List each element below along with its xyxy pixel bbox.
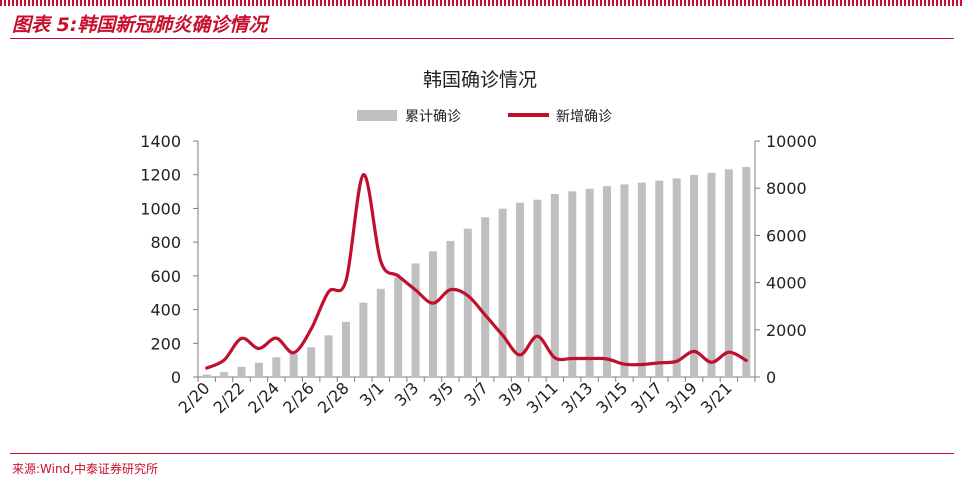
- chart-title: 韩国确诊情况: [423, 69, 537, 91]
- line-series: [205, 173, 748, 370]
- x-tick-label: 3/17: [627, 378, 666, 417]
- left-tick-label: 0: [171, 368, 181, 387]
- bar-cumulative-3-4: [428, 251, 437, 377]
- bar-cumulative-3-2: [394, 277, 403, 377]
- bar-cumulative-3-11: [550, 193, 559, 377]
- bar-cumulative-3-16: [637, 182, 646, 377]
- source-note: 来源:Wind,中泰证券研究所: [12, 462, 159, 476]
- right-tick-label: 8000: [766, 179, 807, 198]
- legend-label-cumulative: 累计确诊: [405, 109, 461, 125]
- bar-cumulative-2-21: [220, 372, 229, 377]
- footer-divider: [10, 453, 954, 454]
- bar-cumulative-2-28: [341, 321, 350, 377]
- header-divider: [10, 38, 954, 39]
- bar-cumulative-3-9: [516, 202, 525, 377]
- bar-cumulative-3-19: [690, 174, 699, 377]
- bar-cumulative-3-15: [620, 184, 629, 377]
- bar-cumulative-3-14: [603, 186, 612, 377]
- left-tick-label: 1200: [140, 166, 181, 185]
- x-tick-label: 3/3: [391, 378, 423, 410]
- right-tick-label: 4000: [766, 274, 807, 293]
- left-tick-label: 800: [150, 233, 181, 252]
- bar-cumulative-2-20: [202, 374, 211, 377]
- figure-title: 图表 5:韩国新冠肺炎确诊情况: [12, 14, 268, 36]
- left-tick-label: 1000: [140, 199, 181, 218]
- bar-series: [202, 167, 751, 377]
- top-dotted-border: [0, 0, 964, 6]
- bar-cumulative-3-17: [655, 180, 664, 377]
- bar-cumulative-3-1: [376, 288, 385, 377]
- left-tick-label: 1400: [140, 132, 181, 151]
- right-tick-label: 10000: [766, 132, 817, 151]
- legend-label-new-cases: 新增确诊: [556, 109, 612, 125]
- x-tick-label: 3/15: [592, 378, 631, 417]
- x-tick-label: 3/5: [426, 378, 458, 410]
- bar-cumulative-3-18: [672, 178, 681, 377]
- x-tick-label: 3/7: [460, 378, 492, 410]
- left-tick-label: 200: [150, 334, 181, 353]
- bar-cumulative-3-5: [446, 240, 455, 377]
- bar-cumulative-3-21: [724, 169, 733, 377]
- bar-cumulative-2-29: [359, 302, 368, 377]
- x-tick-label: 2/28: [314, 378, 353, 417]
- x-tick-label: 3/1: [356, 378, 388, 410]
- bar-cumulative-2-24: [272, 357, 281, 377]
- bar-cumulative-3-7: [481, 217, 490, 377]
- left-tick-label: 400: [150, 301, 181, 320]
- x-tick-label: 3/11: [523, 378, 562, 417]
- bar-cumulative-2-23: [254, 362, 263, 377]
- right-tick-label: 0: [766, 368, 776, 387]
- bar-cumulative-2-26: [307, 347, 316, 377]
- x-tick-label: 3/19: [662, 378, 701, 417]
- x-tick-label: 3/13: [558, 378, 597, 417]
- x-tick-label: 3/21: [697, 378, 736, 417]
- bar-cumulative-2-22: [237, 366, 246, 377]
- bar-cumulative-3-13: [585, 188, 594, 377]
- bar-cumulative-3-12: [568, 191, 577, 377]
- bar-cumulative-3-20: [707, 172, 716, 377]
- x-tick-label: 2/26: [279, 378, 318, 417]
- legend-swatch-cumulative: [357, 110, 397, 121]
- bar-cumulative-2-25: [289, 353, 298, 377]
- bar-cumulative-3-8: [498, 208, 507, 377]
- x-tick-label: 2/24: [244, 378, 283, 417]
- x-tick-label: 3/9: [495, 378, 527, 410]
- line-new-cases: [205, 173, 748, 370]
- left-tick-label: 600: [150, 267, 181, 286]
- right-tick-label: 6000: [766, 226, 807, 245]
- bar-cumulative-3-3: [411, 263, 420, 377]
- bar-cumulative-3-22: [742, 167, 751, 377]
- legend: 累计确诊 新增确诊: [357, 109, 612, 125]
- bar-cumulative-2-27: [324, 335, 333, 377]
- right-tick-label: 2000: [766, 321, 807, 340]
- bar-cumulative-3-10: [533, 199, 542, 377]
- x-tick-label: 2/22: [209, 378, 248, 417]
- bar-cumulative-3-6: [463, 228, 472, 377]
